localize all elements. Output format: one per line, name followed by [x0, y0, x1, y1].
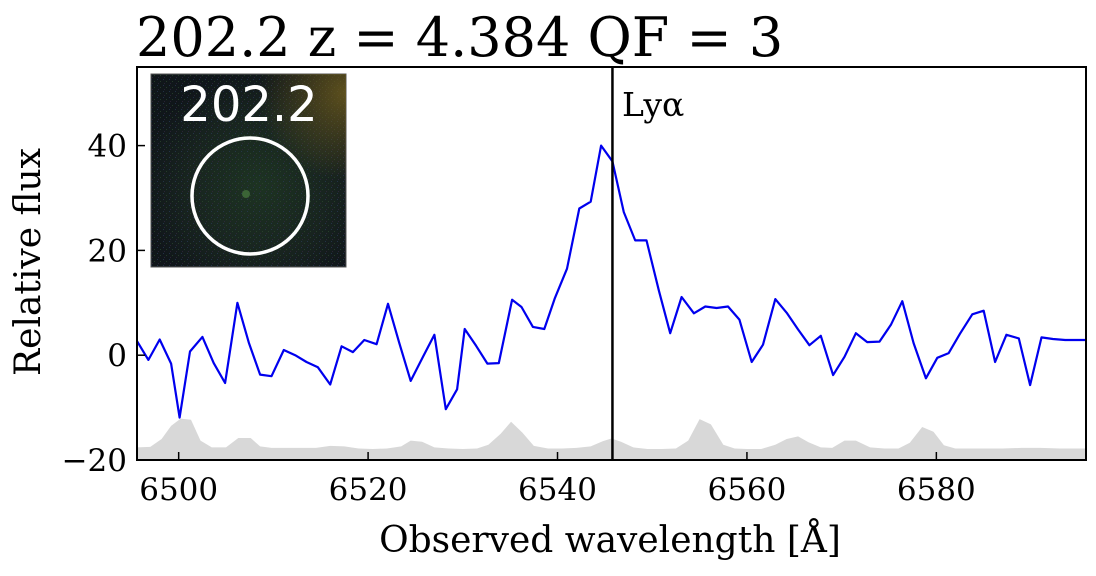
x-tick-label: 6560 [707, 472, 786, 508]
y-tick-label: −20 [62, 443, 127, 479]
y-tick-label: 20 [88, 233, 127, 269]
x-tick-label: 6580 [897, 472, 976, 508]
inset-source-label: 202.2 [180, 77, 317, 133]
y-axis-label: Relative flux [8, 148, 49, 376]
x-axis-label: Observed wavelength [Å] [379, 519, 841, 561]
x-tick-label: 6540 [518, 472, 597, 508]
flux-line [137, 144, 1086, 419]
x-tick-label: 6520 [329, 472, 408, 508]
lya-annotation-label: Lyα [622, 85, 684, 124]
source-cutout-image: 202.2 [150, 73, 347, 268]
x-tick-label: 6500 [139, 472, 218, 508]
chart-title: 202.2 z = 4.384 QF = 3 [136, 6, 783, 69]
y-tick-label: 0 [107, 338, 127, 374]
y-tick-label: 40 [88, 129, 127, 165]
plot-frame [136, 66, 1087, 461]
aperture-circle [190, 136, 310, 256]
